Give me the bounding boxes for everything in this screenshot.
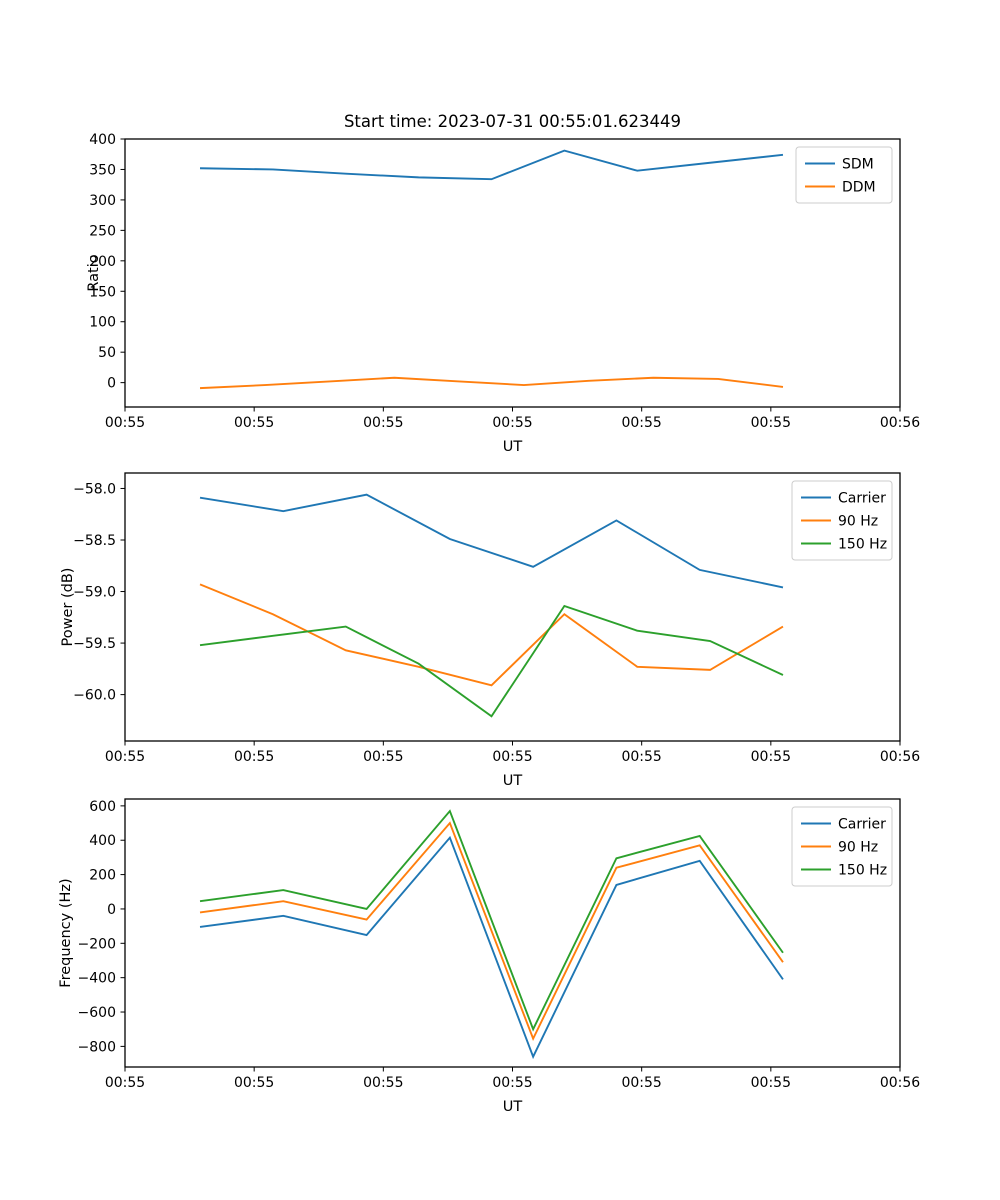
y-tick-label: 0 [107,902,116,918]
y-tick-label: 150 [89,284,116,300]
y-tick-label: 200 [89,254,116,270]
x-tick-label: 00:55 [105,749,145,765]
x-tick-label: 00:56 [880,749,920,765]
x-tick-label: 00:55 [492,749,532,765]
x-tick-label: 00:56 [880,415,920,431]
y-tick-label: 50 [98,345,116,361]
y-tick-label: 400 [89,833,116,849]
series-line-carrier [199,493,784,589]
y-tick-label: 100 [89,315,116,331]
legend-label-carrier: Carrier [838,817,886,833]
x-axis-label: UT [503,1099,523,1115]
y-tick-label: −58.5 [73,533,116,549]
x-tick-label: 00:55 [363,415,403,431]
y-tick-label: −59.5 [73,636,116,652]
y-tick-label: −400 [78,971,116,987]
legend-label-sdm: SDM [842,157,874,173]
legend-label-150-hz: 150 Hz [838,537,887,553]
y-axis-label: Frequency (Hz) [58,878,74,987]
y-tick-label: 350 [89,162,116,178]
y-axis-label: Ratio [86,254,102,291]
x-tick-label: 00:55 [363,1075,403,1091]
legend: SDM DDM [795,146,893,204]
x-tick-label: 00:55 [621,1075,661,1091]
legend-label-ddm: DDM [842,180,876,196]
series-line-carrier [199,835,784,1060]
x-tick-label: 00:55 [105,1075,145,1091]
series-line-150-hz [199,809,784,1032]
series-line-150-hz [199,604,784,718]
x-tick-label: 00:56 [880,1075,920,1091]
y-tick-label: −60.0 [73,688,116,704]
axes-frame [124,138,901,408]
legend-label-90-hz: 90 Hz [838,840,878,856]
x-tick-label: 00:55 [234,749,274,765]
x-tick-label: 00:55 [363,749,403,765]
frequency-axes: −800 −600 −400 −200 0 200 400 600 00:55 00:55 00:5… [58,798,920,1115]
y-tick-label: −200 [78,936,116,952]
x-axis-label: UT [503,439,523,455]
axes-frame [124,798,901,1068]
y-axis-label: Power (dB) [60,568,76,647]
legend-label-carrier: Carrier [838,491,886,507]
axes-frame [124,472,901,742]
x-tick-label: 00:55 [621,415,661,431]
y-tick-label: −59.0 [73,585,116,601]
y-tick-label: 300 [89,193,116,209]
series-line-90-hz [199,821,784,1042]
x-tick-label: 00:55 [105,415,145,431]
series-line-sdm [200,149,784,181]
y-tick-label: 400 [89,132,116,148]
x-tick-label: 00:55 [234,415,274,431]
legend-background [791,480,893,561]
series-line-ddm [199,376,784,390]
x-tick-label: 00:55 [492,415,532,431]
y-tick-label: 600 [89,799,116,815]
power-axes: −58.0 −58.5 −59.0 −59.5 −60.0 00:55 00:55 00:55… [60,472,920,789]
x-axis-label: UT [503,773,523,789]
legend-background [791,806,893,887]
series-line-90-hz [199,583,784,687]
x-tick-label: 00:55 [234,1075,274,1091]
legend-label-150-hz: 150 Hz [838,863,887,879]
legend: Carrier 90 Hz 150 Hz [791,480,893,561]
y-tick-label: −600 [78,1005,116,1021]
y-tick-label: −58.0 [73,481,116,497]
y-tick-label: −800 [78,1039,116,1055]
y-tick-label: 250 [89,223,116,239]
y-tick-label: 0 [107,376,116,392]
x-tick-label: 00:55 [751,1075,791,1091]
ratio-axes: 0 50 100 150 200 250 300 350 400 00:55 00:55 00:55 0… [86,112,920,455]
x-tick-label: 00:55 [751,415,791,431]
x-tick-label: 00:55 [751,749,791,765]
figure-title: Start time: 2023-07-31 00:55:01.623449 [344,112,681,131]
legend: Carrier 90 Hz 150 Hz [791,806,893,887]
x-tick-label: 00:55 [621,749,661,765]
legend-label-90-hz: 90 Hz [838,514,878,530]
y-tick-label: 200 [89,868,116,884]
legend-background [795,146,893,204]
x-tick-label: 00:55 [492,1075,532,1091]
